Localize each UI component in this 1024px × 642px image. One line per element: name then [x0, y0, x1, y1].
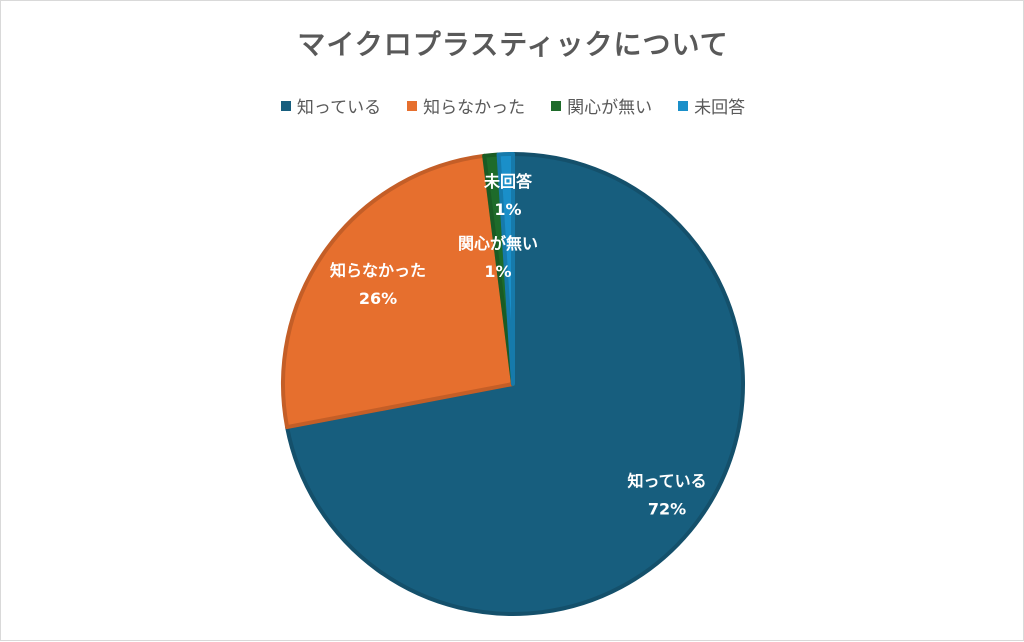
- legend-item-no-interest: 関心が無い: [551, 93, 652, 118]
- data-label-name-no-answer: 未回答: [483, 172, 533, 191]
- data-label-value-unknown: 26%: [359, 289, 397, 308]
- legend-label-no-interest: 関心が無い: [567, 98, 653, 118]
- legend-label-unknown: 知らなかった: [423, 98, 526, 118]
- legend-label-no-answer: 未回答: [694, 98, 746, 118]
- slice-unknown: [281, 153, 515, 430]
- legend-item-no-answer: 未回答: [678, 93, 745, 118]
- legend-item-unknown: 知らなかった: [407, 93, 525, 118]
- data-label-value-no-answer: 1%: [494, 200, 521, 219]
- legend: 知っている 知らなかった 関心が無い 未回答: [1, 93, 1024, 118]
- slice-no-answer: [496, 152, 515, 386]
- chart-title: マイクロプラスティックについて: [297, 28, 729, 61]
- legend-item-known: 知っている: [280, 93, 382, 118]
- legend-label-known: 知っている: [296, 98, 382, 118]
- data-label-name-unknown: 知らなかった: [330, 261, 426, 280]
- data-label-name-no-interest: 関心が無い: [458, 234, 538, 253]
- data-label-value-known: 72%: [648, 500, 686, 519]
- legend-swatch-no-interest: [551, 100, 562, 111]
- slice-known: [285, 152, 745, 616]
- data-label-name-known: 知っている: [627, 472, 706, 491]
- data-label-value-no-interest: 1%: [484, 262, 511, 281]
- legend-swatch-no-answer: [678, 100, 689, 111]
- legend-swatch-unknown: [407, 100, 418, 111]
- legend-swatch-known: [280, 100, 291, 111]
